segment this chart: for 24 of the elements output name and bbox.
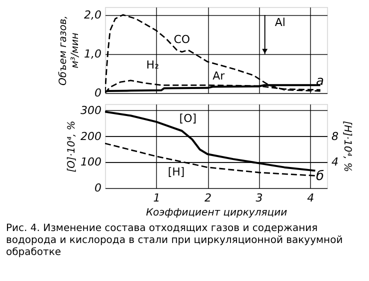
- x-tick-label: 3: [256, 192, 263, 204]
- x-tick-label: 4: [307, 192, 314, 204]
- x-tick-label: 1: [153, 192, 160, 204]
- annotation: Al: [274, 16, 286, 29]
- y-tick-label: 100: [80, 156, 102, 169]
- y-tick-label: 0: [94, 182, 102, 194]
- y-tick-label: 0: [94, 86, 102, 100]
- x-axis-title: Коэффициент циркуляции: [146, 208, 288, 218]
- annotation: б: [316, 169, 324, 184]
- x-tick-label: 2: [204, 192, 212, 204]
- y2-tick-label: 8: [332, 130, 338, 143]
- y-tick-label: 1,0: [84, 47, 102, 60]
- y-axis-title: Объем газов, м³/мин: [58, 16, 82, 86]
- y-tick-label: 300: [80, 104, 102, 117]
- y2-tick-label: 4: [332, 156, 338, 169]
- series-label: CO: [174, 32, 190, 46]
- series-label: [H]: [168, 165, 185, 178]
- y-tick-label: 200: [80, 130, 102, 143]
- y-axis-title: [O]·10⁴, %: [66, 120, 78, 172]
- text: Рис. 4. Изменение состава отходящих газов и содержания водорода и кислорода в стали при циркуляционной вакуумной обработке: [6, 223, 343, 258]
- series-label: Ar: [212, 70, 226, 83]
- y2-axis-title: [H]·10⁴, %: [342, 120, 352, 172]
- series-label: [O]: [179, 112, 197, 125]
- y-tick-label: 2,0: [84, 8, 102, 22]
